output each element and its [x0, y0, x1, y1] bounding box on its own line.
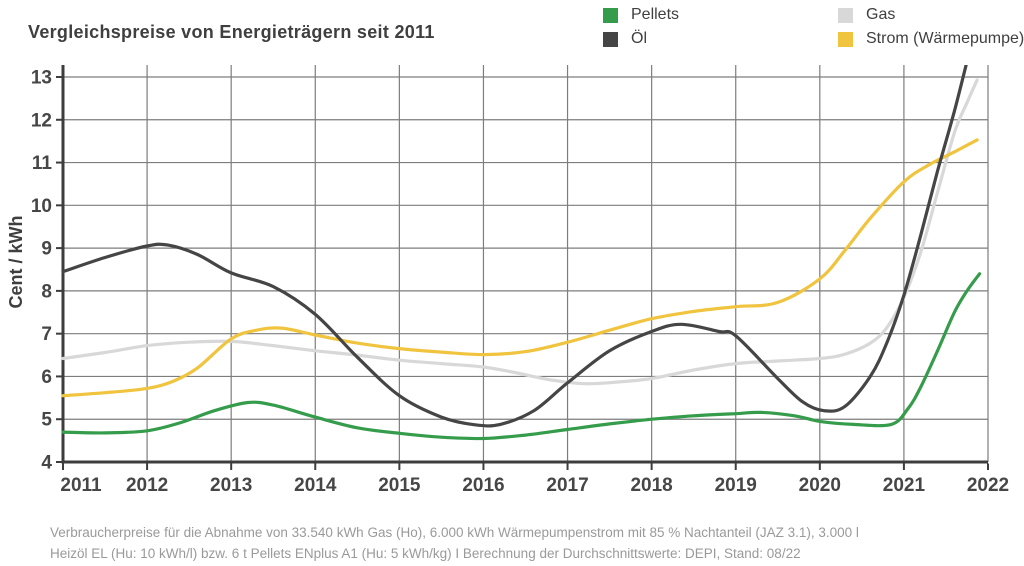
- legend-item-2: Gas: [838, 3, 1024, 27]
- x-tick-label: 2022: [967, 475, 1009, 496]
- footnote-line-2: Heizöl EL (Hu: 10 kWh/l) bzw. 6 t Pellet…: [50, 545, 801, 561]
- x-tick-label: 2013: [210, 475, 252, 496]
- series-line-2: [61, 78, 979, 386]
- series-line-1: [61, 65, 968, 428]
- legend-label: Pellets: [631, 6, 680, 23]
- x-tick-label: 2019: [715, 475, 757, 496]
- y-tick-label: 11: [32, 153, 53, 174]
- x-tick-label: 2016: [462, 475, 504, 496]
- legend-column-1: Pellets Öl: [603, 3, 679, 51]
- x-tick-label: 2020: [799, 475, 841, 496]
- legend-label: Strom (Wärmepumpe): [866, 30, 1024, 47]
- legend-label: Gas: [866, 6, 896, 23]
- legend-column-2: Gas Strom (Wärmepumpe): [838, 3, 1024, 51]
- legend-item-0: Pellets: [603, 3, 679, 27]
- legend-swatch-icon: [603, 7, 618, 23]
- y-tick-label: 10: [31, 196, 52, 217]
- y-tick-label: 7: [41, 324, 52, 345]
- chart-title: Vergleichspreise von Energieträgern seit…: [28, 22, 435, 42]
- y-tick-label: 8: [41, 281, 52, 302]
- legend-swatch-icon: [603, 31, 618, 47]
- series-lines: [61, 65, 982, 441]
- y-tick-label: 13: [31, 68, 52, 89]
- legend-item-1: Öl: [603, 27, 679, 51]
- x-tick-label: 2017: [546, 475, 588, 496]
- legend-label: Öl: [631, 30, 647, 47]
- legend-swatch-icon: [838, 7, 853, 23]
- series-line-3: [61, 138, 979, 398]
- x-tick-label: 2014: [294, 475, 337, 496]
- x-tick-label: 2015: [378, 475, 421, 496]
- series-line-0: [61, 272, 982, 441]
- y-tick-label: 9: [41, 239, 52, 260]
- y-tick-label: 12: [31, 110, 52, 131]
- x-tick-label: 2011: [60, 475, 102, 496]
- x-tick-label: 2012: [126, 475, 168, 496]
- y-tick-label: 5: [41, 410, 52, 431]
- y-tick-label: 6: [41, 367, 52, 388]
- legend-swatch-icon: [838, 31, 853, 47]
- legend-item-3: Strom (Wärmepumpe): [838, 27, 1024, 51]
- x-tick-label: 2018: [630, 475, 672, 496]
- y-tick-label: 4: [41, 453, 52, 474]
- x-tick-label: 2021: [883, 475, 926, 496]
- footnote: Verbraucherpreise für die Abnahme von 33…: [50, 523, 859, 564]
- footnote-line-1: Verbraucherpreise für die Abnahme von 33…: [50, 525, 859, 540]
